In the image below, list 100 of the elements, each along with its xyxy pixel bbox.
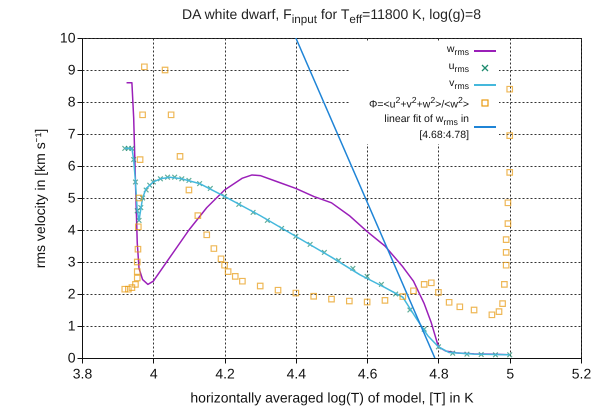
point xyxy=(222,193,228,200)
point xyxy=(176,153,184,160)
point xyxy=(264,217,270,224)
point xyxy=(132,179,138,185)
point xyxy=(207,185,214,192)
y-tick-label: 1 xyxy=(68,318,76,334)
point xyxy=(328,296,335,302)
point xyxy=(218,255,224,262)
point xyxy=(274,286,282,294)
point xyxy=(488,311,496,318)
point xyxy=(221,262,228,269)
point xyxy=(428,279,435,286)
point xyxy=(496,308,502,315)
point xyxy=(186,186,192,194)
point xyxy=(399,293,406,300)
point xyxy=(136,194,142,202)
x-tick-label: 5.2 xyxy=(572,366,592,382)
point xyxy=(378,281,384,288)
point xyxy=(506,169,514,176)
point xyxy=(136,156,144,163)
point xyxy=(134,274,141,282)
point xyxy=(292,233,299,240)
point xyxy=(499,300,506,307)
point xyxy=(236,201,242,208)
y-tick-label: 10 xyxy=(60,30,76,46)
point xyxy=(435,344,442,350)
x-tick-label: 4.4 xyxy=(286,366,306,382)
point xyxy=(194,212,202,219)
point xyxy=(336,257,342,264)
point xyxy=(421,326,428,332)
point xyxy=(232,273,239,280)
point xyxy=(456,303,464,310)
point xyxy=(450,350,456,356)
point xyxy=(321,249,328,256)
y-tick-label: 9 xyxy=(68,62,76,78)
text: Φ=<u$^{2}$+v$^{2}$+w$^{2}$>/<w$^{2}$> xyxy=(369,95,469,111)
legend-label: linear fit of w$_{rms}$ in [4.68:4.78] xyxy=(383,112,469,142)
point xyxy=(502,262,510,269)
point xyxy=(470,306,478,314)
point xyxy=(420,281,428,288)
point xyxy=(504,199,512,206)
point xyxy=(250,209,256,216)
y-axis-title: rms velocity in [km s⁻¹] xyxy=(32,128,48,268)
point xyxy=(350,265,356,272)
point xyxy=(292,290,300,296)
point xyxy=(501,281,508,288)
point xyxy=(162,66,168,74)
y-tick-label: 3 xyxy=(68,254,76,270)
y-tick-label: 4 xyxy=(68,222,76,238)
point xyxy=(256,282,264,290)
point xyxy=(143,187,150,193)
point xyxy=(139,111,146,118)
point xyxy=(492,352,498,358)
point xyxy=(224,268,232,275)
point xyxy=(134,246,142,253)
y-tick-label: 8 xyxy=(68,94,76,110)
y-tick-label: 6 xyxy=(68,158,76,174)
point xyxy=(502,249,510,256)
point xyxy=(124,286,132,293)
point xyxy=(464,351,470,358)
point xyxy=(278,225,285,232)
line-series xyxy=(124,148,510,356)
point xyxy=(382,297,388,304)
point xyxy=(203,231,210,238)
point xyxy=(239,278,246,285)
point xyxy=(134,208,140,214)
x-tick-label: 4 xyxy=(150,366,158,382)
point xyxy=(125,145,132,152)
x-tick-label: 4.8 xyxy=(429,366,449,382)
point xyxy=(435,289,442,296)
point xyxy=(392,291,399,297)
point xyxy=(138,204,144,211)
point xyxy=(128,284,136,291)
x-axis-title: horizontally averaged log(T) of model, [T] in K xyxy=(190,390,474,406)
point xyxy=(502,236,510,243)
point xyxy=(346,298,353,304)
point xyxy=(141,63,148,70)
point xyxy=(210,245,218,252)
point xyxy=(504,220,512,227)
point xyxy=(410,287,417,294)
legend-label: v$_{rms}$ xyxy=(449,77,469,94)
x-tick-label: 5 xyxy=(506,366,514,382)
point xyxy=(168,111,174,118)
point xyxy=(134,223,142,230)
point xyxy=(134,268,141,275)
point xyxy=(134,258,141,266)
chart-title: DA white dwarf, F$_{input}$ for T$_{eff}$=11800 K, log(g)=8 xyxy=(181,6,482,26)
point xyxy=(140,195,146,201)
point xyxy=(196,180,203,187)
point xyxy=(506,86,514,93)
y-tick-label: 0 xyxy=(68,350,76,366)
point xyxy=(506,352,513,358)
y-tick-label: 5 xyxy=(68,190,76,206)
point xyxy=(150,179,156,185)
point xyxy=(406,307,413,313)
point xyxy=(136,217,142,224)
point xyxy=(446,298,452,306)
point xyxy=(132,281,139,288)
point xyxy=(307,241,314,248)
legend-label: u$_{rms}$ xyxy=(448,60,469,76)
